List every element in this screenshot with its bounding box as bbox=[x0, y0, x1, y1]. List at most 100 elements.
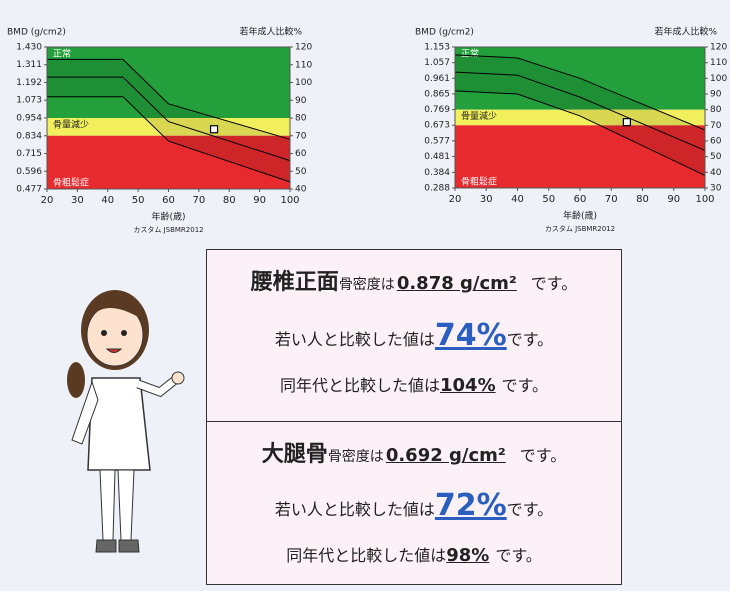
y-tick-label: 1.073 bbox=[16, 96, 42, 106]
zone-label: 骨量減少 bbox=[53, 119, 89, 131]
zone bbox=[47, 47, 290, 118]
source-note: カスタム JSBMR2012 bbox=[133, 225, 203, 234]
y-tick-label: 0.834 bbox=[16, 131, 42, 141]
source-note: カスタム JSBMR2012 bbox=[545, 224, 615, 233]
label: 若い人と比較した値は bbox=[274, 500, 435, 519]
y2-tick-label: 40 bbox=[295, 185, 307, 195]
x-tick-label: 90 bbox=[667, 194, 680, 205]
x-axis-title: 年齢(歳) bbox=[563, 210, 597, 222]
x-tick-label: 40 bbox=[101, 195, 114, 206]
young-row: 若い人と比較した値は72%です。 bbox=[207, 488, 621, 523]
y-axis-title: BMD (g/cm2) bbox=[415, 28, 474, 38]
tail: です。 bbox=[501, 376, 549, 395]
y-tick-label: 0.577 bbox=[424, 136, 450, 146]
y-tick-label: 0.481 bbox=[424, 152, 450, 162]
age-row: 同年代と比較した値は104% です。 bbox=[207, 372, 621, 396]
section: 大腿骨骨密度は 0.692 g/cm² です。 若い人と比較した値は72%です。 同… bbox=[207, 422, 621, 584]
tail: です。 bbox=[530, 274, 578, 293]
zone bbox=[455, 109, 705, 126]
y2-tick-label: 30 bbox=[710, 184, 722, 194]
zone-label: 骨粗鬆症 bbox=[53, 177, 89, 189]
zone bbox=[47, 118, 290, 136]
reference-curve bbox=[47, 96, 291, 183]
y2-tick-label: 110 bbox=[710, 58, 727, 68]
zone-label: 正常 bbox=[53, 48, 71, 60]
y2-tick-label: 120 bbox=[295, 43, 312, 53]
young-value: 74% bbox=[434, 318, 507, 353]
zone-label: 正常 bbox=[461, 48, 479, 60]
x-tick-label: 60 bbox=[162, 195, 175, 206]
y2-tick-label: 90 bbox=[295, 96, 307, 106]
curve-band bbox=[47, 59, 290, 182]
y-tick-label: 0.477 bbox=[16, 185, 42, 195]
section: 腰椎正面骨密度は 0.878 g/cm² です。 若い人と比較した値は74%です。 … bbox=[207, 250, 621, 420]
site: 腰椎正面 bbox=[250, 270, 339, 295]
zone bbox=[47, 135, 290, 189]
y-tick-label: 1.057 bbox=[424, 58, 450, 68]
y2-tick-label: 60 bbox=[295, 149, 307, 159]
nurse bbox=[67, 290, 185, 553]
y-tick-label: 0.715 bbox=[16, 149, 42, 159]
x-tick-label: 90 bbox=[253, 195, 266, 206]
bmd-value: 0.692 g/cm² bbox=[385, 445, 506, 466]
y-tick-label: 1.192 bbox=[16, 78, 42, 88]
site: 大腿骨 bbox=[261, 442, 328, 467]
x-tick-label: 20 bbox=[41, 195, 54, 206]
x-tick-label: 100 bbox=[695, 194, 714, 205]
tail: です。 bbox=[506, 330, 554, 349]
y2-tick-label: 60 bbox=[710, 137, 722, 147]
label: 同年代と比較した値は bbox=[279, 376, 440, 395]
y-tick-label: 0.384 bbox=[424, 168, 450, 178]
y-tick-label: 0.961 bbox=[424, 74, 450, 84]
reference-curve bbox=[454, 71, 706, 151]
y2-tick-label: 70 bbox=[710, 121, 722, 131]
y2-tick-label: 50 bbox=[710, 152, 722, 162]
label: 同年代と比較した値は bbox=[286, 546, 447, 565]
age-row: 同年代と比較した値は98% です。 bbox=[207, 542, 621, 566]
y2-tick-label: 80 bbox=[295, 114, 307, 124]
y-tick-label: 0.288 bbox=[424, 184, 450, 194]
y-axis-title: BMD (g/cm2) bbox=[7, 28, 66, 38]
x-tick-label: 50 bbox=[132, 195, 145, 206]
y-tick-label: 0.954 bbox=[16, 113, 42, 123]
y2-tick-label: 50 bbox=[295, 167, 307, 177]
zone bbox=[455, 125, 705, 188]
data-point bbox=[622, 118, 631, 127]
bmd-label: 骨密度は bbox=[327, 449, 384, 465]
x-tick-label: 20 bbox=[449, 194, 462, 205]
x-tick-label: 70 bbox=[605, 194, 618, 205]
divider bbox=[207, 421, 621, 422]
age-value: 98% bbox=[446, 545, 490, 566]
x-tick-label: 60 bbox=[574, 194, 587, 205]
x-tick-label: 80 bbox=[223, 195, 236, 206]
x-tick-label: 100 bbox=[280, 195, 299, 206]
tail: です。 bbox=[506, 500, 554, 519]
x-tick-label: 70 bbox=[193, 195, 206, 206]
zone-label: 骨量減少 bbox=[461, 110, 497, 122]
y-tick-label: 0.673 bbox=[424, 121, 450, 131]
report-box: 腰椎正面骨密度は 0.878 g/cm² です。 若い人と比較した値は74%です。 … bbox=[206, 249, 622, 585]
reference-curve bbox=[47, 58, 291, 140]
y2-tick-label: 120 bbox=[710, 43, 727, 53]
y2-tick-label: 100 bbox=[710, 74, 727, 84]
y-tick-label: 0.769 bbox=[424, 105, 450, 115]
y-tick-label: 1.311 bbox=[16, 60, 42, 70]
y2-axis-title: 若年成人比較% bbox=[654, 26, 717, 38]
x-tick-label: 80 bbox=[636, 194, 649, 205]
label: 若い人と比較した値は bbox=[274, 330, 435, 349]
y2-tick-label: 70 bbox=[295, 131, 307, 141]
tail: です。 bbox=[519, 446, 567, 465]
bmd-row: 大腿骨骨密度は 0.692 g/cm² です。 bbox=[207, 436, 621, 468]
y2-tick-label: 80 bbox=[710, 105, 722, 115]
x-tick-label: 30 bbox=[480, 194, 493, 205]
x-tick-label: 30 bbox=[71, 195, 84, 206]
y-tick-label: 0.596 bbox=[16, 167, 42, 177]
x-tick-label: 50 bbox=[542, 194, 555, 205]
young-row: 若い人と比較した値は74%です。 bbox=[207, 318, 621, 353]
y-tick-label: 1.153 bbox=[424, 43, 450, 53]
data-point bbox=[209, 125, 219, 134]
tail: です。 bbox=[495, 546, 542, 565]
reference-curve bbox=[47, 76, 291, 162]
